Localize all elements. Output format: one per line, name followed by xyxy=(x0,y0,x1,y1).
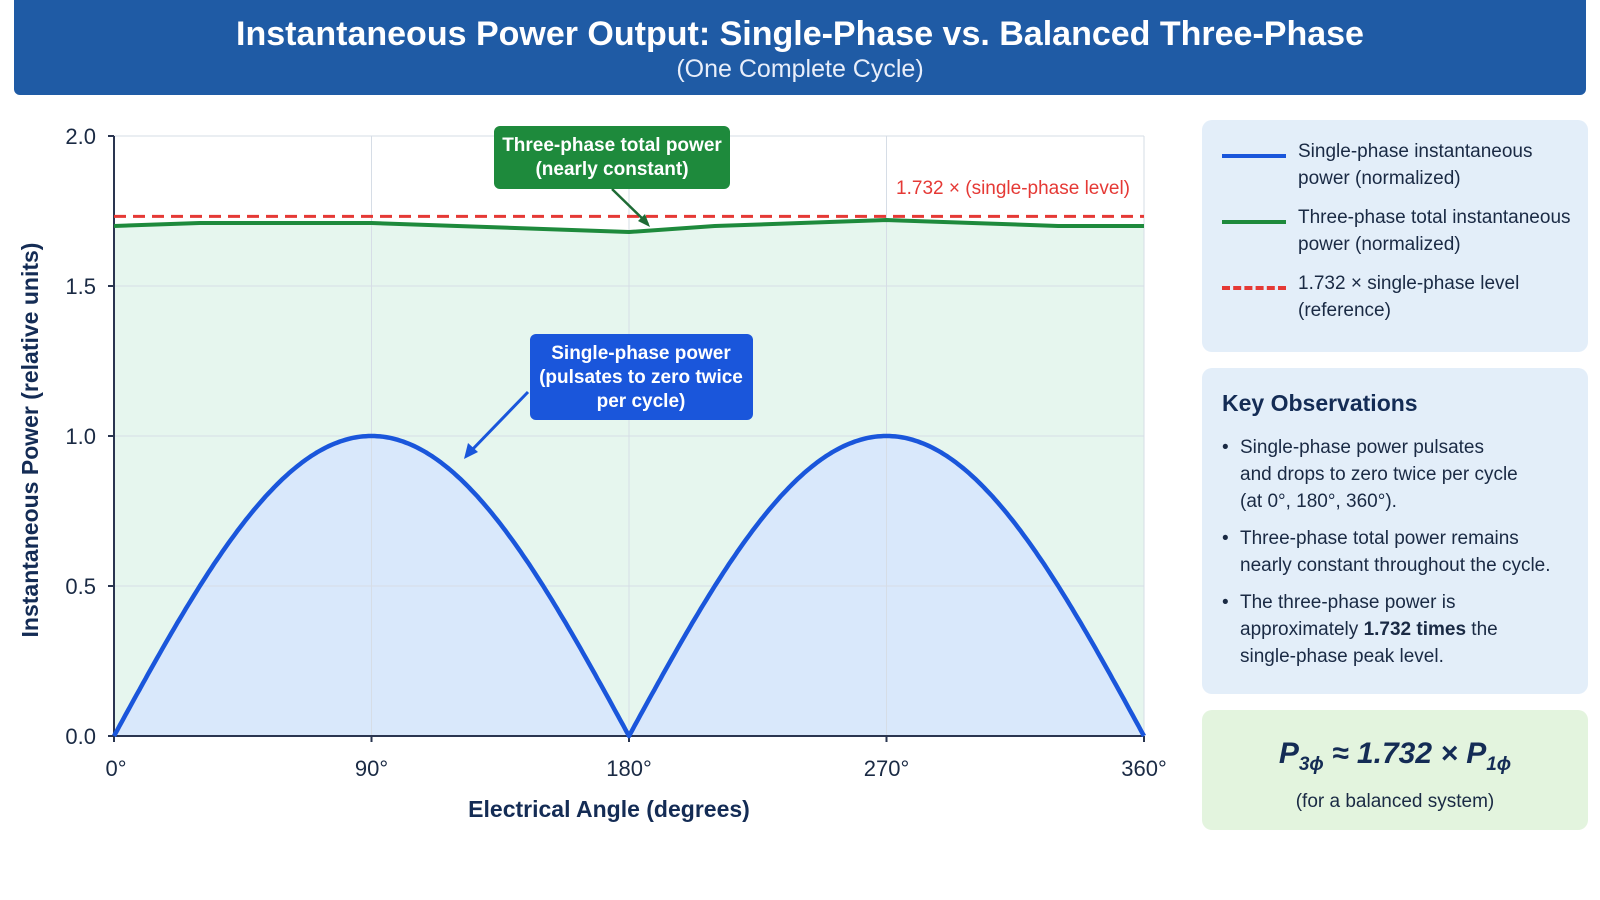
legend-label-line: Single-phase instantaneous xyxy=(1298,141,1533,162)
formula-symbol: P xyxy=(1466,737,1487,770)
formula-note: (for a balanced system) xyxy=(1295,791,1495,812)
legend-label-three-phase: Three-phase total instantaneous power (n… xyxy=(1298,204,1588,258)
formula-subscript: 1ϕ xyxy=(1486,754,1512,775)
observation-item: • Single-phase power pulsates and drops … xyxy=(1222,434,1582,515)
legend-label-line: (reference) xyxy=(1298,300,1391,321)
observations-list: • Single-phase power pulsates and drops … xyxy=(1222,434,1582,680)
x-axis-title: Electrical Angle (degrees) xyxy=(468,796,750,822)
x-tick-label: 0° xyxy=(105,756,126,781)
observation-text: approximately xyxy=(1240,619,1364,640)
observation-item: • Three-phase total power remains nearly… xyxy=(1222,525,1582,579)
formula-subscript: 3ϕ xyxy=(1298,754,1324,775)
x-tick-label: 360° xyxy=(1121,756,1167,781)
legend-swatch-reference xyxy=(1222,286,1286,290)
formula-symbol: P xyxy=(1278,737,1299,770)
x-tick-label: 270° xyxy=(864,756,910,781)
arrow-head-icon xyxy=(464,443,478,459)
single-phase-callout-text: per cycle) xyxy=(597,391,686,412)
bullet-icon: • xyxy=(1222,592,1229,613)
observation-line: single-phase peak level. xyxy=(1240,646,1444,667)
observation-line: (at 0°, 180°, 360°). xyxy=(1240,491,1397,512)
legend-label-line: power (normalized) xyxy=(1298,168,1461,189)
three-phase-callout-text: (nearly constant) xyxy=(535,159,688,180)
y-tick-label: 0.5 xyxy=(65,574,96,599)
single-phase-callout xyxy=(530,334,753,420)
legend-label-single-phase: Single-phase instantaneous power (normal… xyxy=(1298,138,1588,192)
observation-emphasis: 1.732 times xyxy=(1363,619,1467,640)
chart-subtitle: (One Complete Cycle) xyxy=(676,55,924,83)
single-phase-callout-text: (pulsates to zero twice xyxy=(539,367,743,388)
three-phase-callout-text: Three-phase total power xyxy=(502,135,722,156)
legend-label-reference: 1.732 × single-phase level (reference) xyxy=(1298,270,1588,324)
legend-panel: Single-phase instantaneous power (normal… xyxy=(1202,120,1588,352)
legend-swatch-single-phase xyxy=(1222,154,1286,158)
power-chart: 0.0 0.5 1.0 1.5 2.0 0° 90° 180° 270° 360° Electric… xyxy=(17,124,1167,822)
legend-item-single-phase: Single-phase instantaneous power (normal… xyxy=(1222,138,1582,194)
three-phase-callout xyxy=(494,126,730,189)
bullet-icon: • xyxy=(1222,437,1229,458)
legend-item-reference: 1.732 × single-phase level (reference) xyxy=(1222,270,1582,326)
x-tick-label: 90° xyxy=(355,756,388,781)
y-tick-label: 0.0 xyxy=(65,724,96,749)
y-tick-label: 1.0 xyxy=(65,424,96,449)
legend-label-line: 1.732 × single-phase level xyxy=(1298,273,1520,294)
arrow-head-icon xyxy=(638,214,650,227)
single-phase-callout-text: Single-phase power xyxy=(551,343,731,364)
observation-text: the xyxy=(1466,619,1498,640)
legend-label-line: Three-phase total instantaneous xyxy=(1298,207,1571,228)
y-tick-label: 2.0 xyxy=(65,124,96,149)
observation-line: Three-phase total power remains xyxy=(1240,528,1519,549)
observation-line: approximately 1.732 times the xyxy=(1240,616,1582,643)
observation-line: nearly constant throughout the cycle. xyxy=(1240,555,1551,576)
reference-annotation: 1.732 × (single-phase level) xyxy=(896,178,1130,199)
legend-label-line: power (normalized) xyxy=(1298,234,1461,255)
legend-item-three-phase: Three-phase total instantaneous power (n… xyxy=(1222,204,1582,260)
power-formula: P3ϕ ≈ 1.732 × P1ϕ xyxy=(1202,734,1588,785)
chart-title: Instantaneous Power Output: Single-Phase… xyxy=(236,15,1364,53)
bullet-icon: • xyxy=(1222,528,1229,549)
formula-panel: P3ϕ ≈ 1.732 × P1ϕ (for a balanced system… xyxy=(1202,710,1588,830)
single-phase-callout-arrow xyxy=(468,390,530,454)
x-tick-label: 180° xyxy=(606,756,652,781)
y-axis-title: Instantaneous Power (relative units) xyxy=(17,243,43,638)
y-tick-label: 1.5 xyxy=(65,274,96,299)
observations-title: Key Observations xyxy=(1222,390,1418,416)
legend-swatch-three-phase xyxy=(1222,220,1286,224)
observation-line: Single-phase power pulsates xyxy=(1240,437,1484,458)
observation-line: and drops to zero twice per cycle xyxy=(1240,464,1518,485)
observations-panel: Key Observations • Single-phase power pu… xyxy=(1202,368,1588,694)
observation-line: The three-phase power is xyxy=(1240,592,1456,613)
title-bar: Instantaneous Power Output: Single-Phase… xyxy=(14,0,1586,95)
formula-middle: ≈ 1.732 × xyxy=(1323,737,1467,770)
observation-item: • The three-phase power is approximately… xyxy=(1222,589,1582,670)
